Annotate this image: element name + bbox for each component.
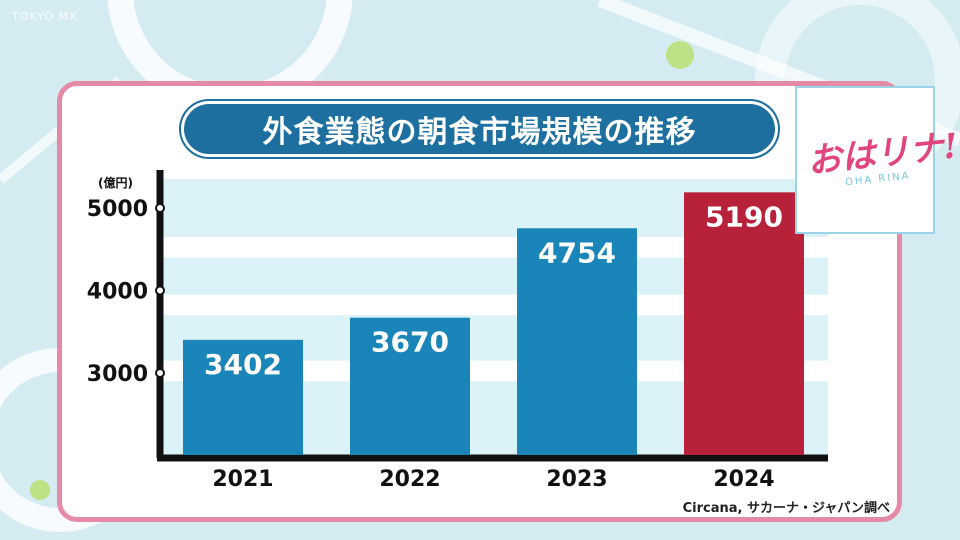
bar-2022	[350, 317, 470, 455]
channel-logo: TOKYO MX	[12, 10, 78, 23]
y-tick-dot	[155, 285, 165, 296]
bar-value-label: 3670	[371, 326, 449, 359]
bar-value-label: 5190	[705, 200, 783, 233]
y-tick-dot	[155, 368, 165, 378]
y-tick-label: 4000	[87, 280, 148, 305]
x-category-label: 2022	[379, 467, 440, 492]
page-title: 外食業態の朝食市場規模の推移	[184, 104, 775, 154]
y-tick-dot	[155, 203, 165, 213]
source-credit: Circana, サカーナ・ジャパン調べ	[682, 501, 890, 516]
bar-2023	[517, 228, 637, 455]
bar-2024	[684, 192, 804, 455]
x-category-label: 2024	[713, 467, 774, 492]
x-category-label: 2023	[546, 467, 607, 492]
show-logo: おはリナ! OHA RINA	[795, 86, 960, 234]
y-tick-label: 5000	[87, 197, 148, 222]
y-axis-unit: (億円)	[98, 175, 133, 190]
y-tick-label: 3000	[87, 362, 148, 387]
bar-value-label: 4754	[538, 236, 616, 269]
bar-2021	[183, 339, 303, 455]
bar-value-label: 3402	[204, 348, 282, 381]
x-category-label: 2021	[212, 467, 273, 492]
